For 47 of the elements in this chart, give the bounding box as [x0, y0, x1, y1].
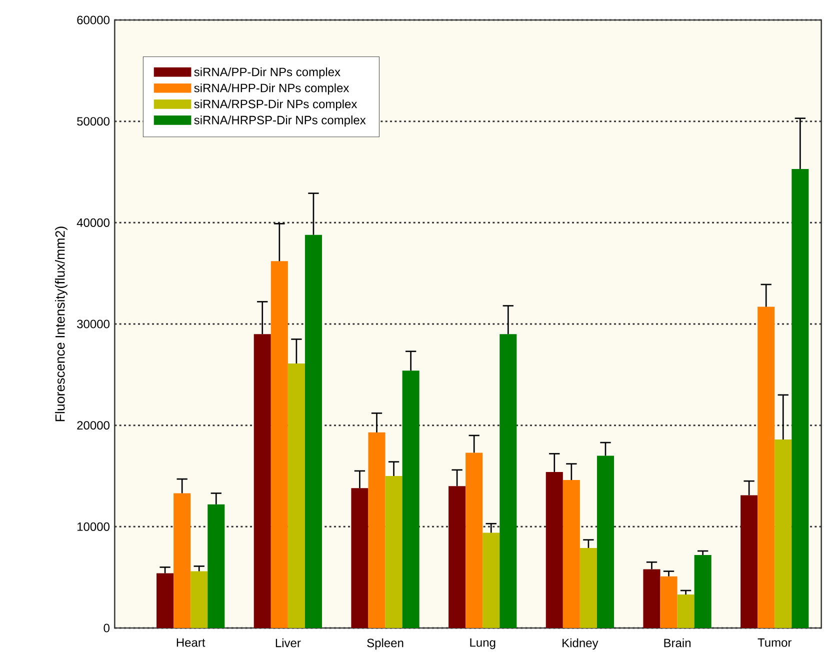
y-tick-label: 40000 [76, 218, 110, 227]
bar [448, 486, 466, 628]
bar [677, 594, 694, 628]
x-tick-label: Spleen [367, 638, 404, 650]
bar [288, 364, 305, 628]
bar [304, 234, 322, 628]
bar [402, 370, 420, 628]
bar [792, 168, 809, 628]
bar [174, 493, 191, 628]
y-axis-title: Fluorescence Intensity(flux/mm2) [55, 226, 68, 422]
bar [546, 472, 563, 628]
bar [774, 440, 792, 628]
legend-label: siRNA/RPSP-Dir NPs complex [194, 99, 358, 111]
y-tick-label: 60000 [77, 16, 110, 24]
bar [500, 334, 517, 628]
legend-label: siRNA/HPP-Dir NPs complex [194, 83, 350, 95]
y-tick-label: 50000 [77, 117, 110, 126]
x-tick-label: Liver [276, 638, 301, 648]
bar [385, 476, 402, 628]
bar [466, 452, 483, 628]
bar [254, 334, 271, 628]
x-tick-label: Kidney [562, 638, 598, 650]
bar [156, 573, 174, 628]
x-tick-label: Tumor [758, 638, 792, 647]
legend-label: siRNA/HRPSP-Dir NPs complex [194, 115, 366, 127]
bar [368, 432, 386, 628]
bar [660, 576, 678, 628]
bar [562, 480, 580, 628]
legend-label: siRNA/PP-Dir NPs complex [194, 67, 340, 79]
bar [740, 495, 758, 628]
bar [482, 532, 500, 628]
bar [190, 571, 208, 628]
x-tick-label: Lung [470, 638, 496, 650]
bar [643, 569, 660, 628]
bar [580, 548, 597, 628]
y-tick-label: 0 [104, 624, 110, 632]
bar [758, 306, 775, 628]
bar [694, 555, 712, 628]
y-tick-label: 20000 [77, 421, 110, 430]
x-tick-label: Heart [176, 638, 206, 647]
bar [596, 456, 614, 628]
x-tick-label: Brain [664, 638, 691, 648]
bar [270, 261, 288, 628]
bar [351, 488, 368, 628]
y-tick-label: 30000 [77, 320, 110, 328]
bar [208, 504, 225, 628]
y-tick-label: 10000 [78, 522, 110, 531]
